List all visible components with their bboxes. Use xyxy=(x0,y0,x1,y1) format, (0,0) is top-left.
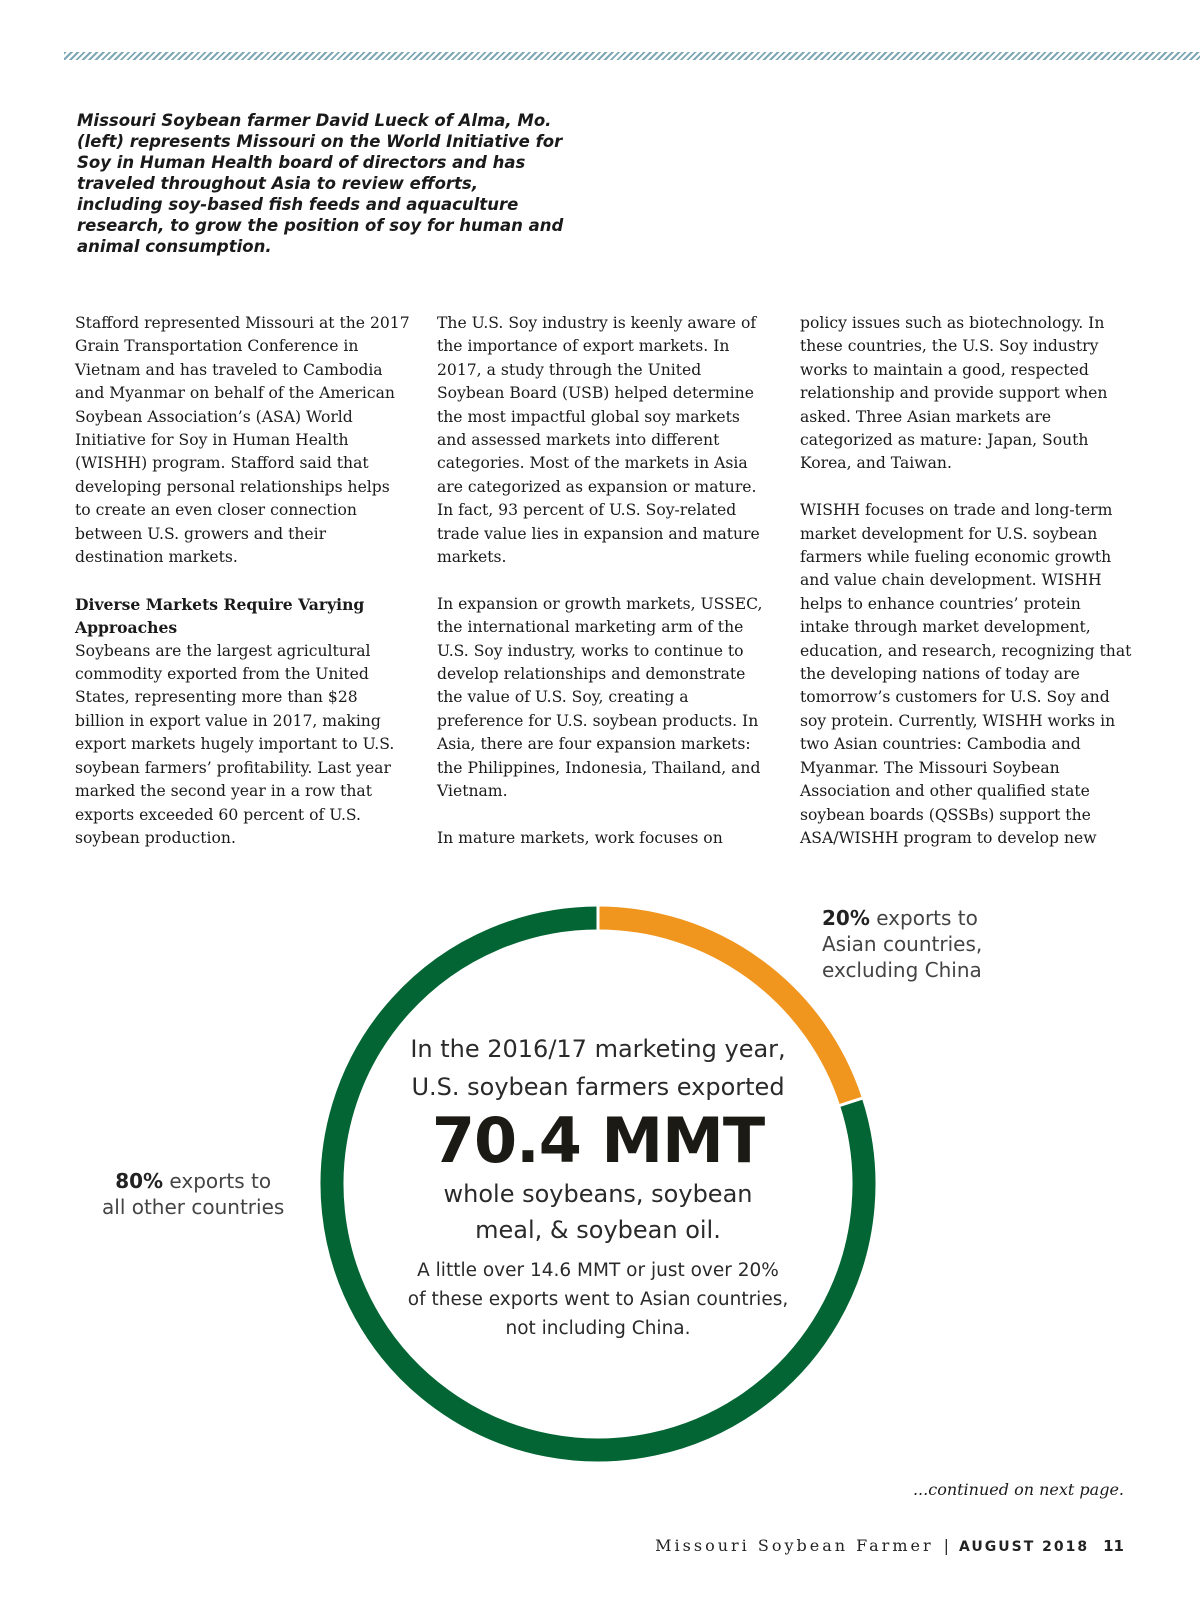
column-2: The U.S. Soy industry is keenly aware of… xyxy=(437,312,772,874)
donut-segment-asia xyxy=(597,906,862,1106)
issue-date: AUGUST 2018 xyxy=(959,1539,1090,1555)
donut-segment-other xyxy=(320,906,876,1462)
paragraph: policy issues such as biotechnology. In … xyxy=(800,314,1108,473)
section-heading: Diverse Markets Require Varying Approach… xyxy=(75,594,365,638)
paragraph: Stafford represented Missouri at the 201… xyxy=(75,314,410,567)
photo-caption: Missouri Soybean farmer David Lueck of A… xyxy=(77,111,564,256)
paragraph: In expansion or growth markets, USSEC, t… xyxy=(437,594,763,801)
paragraph: In mature markets, work focuses on xyxy=(437,828,723,847)
magazine-name: Missouri Soybean Farmer xyxy=(655,1536,934,1555)
column-3: policy issues such as biotechnology. In … xyxy=(800,312,1135,874)
column-1: Stafford represented Missouri at the 201… xyxy=(75,312,410,874)
other-label: 80% exports to all other countries xyxy=(102,1169,285,1219)
page-number: 11 xyxy=(1103,1537,1124,1555)
paragraph: WISHH focuses on trade and long-term mar… xyxy=(800,501,1132,847)
continued-note: ...continued on next page. xyxy=(912,1480,1124,1499)
donut-center-text: In the 2016/17 marketing year, U.S. soyb… xyxy=(368,1030,828,1343)
asia-label: 20% exports to Asian countries, excludin… xyxy=(822,906,983,982)
page-footer: Missouri Soybean Farmer | AUGUST 2018 11 xyxy=(655,1536,1124,1555)
export-total: 70.4 MMT xyxy=(431,1104,765,1177)
paragraph: Soybeans are the largest agricultural co… xyxy=(75,641,395,847)
paragraph: The U.S. Soy industry is keenly aware of… xyxy=(437,314,760,567)
decorative-stripe xyxy=(64,52,1200,60)
